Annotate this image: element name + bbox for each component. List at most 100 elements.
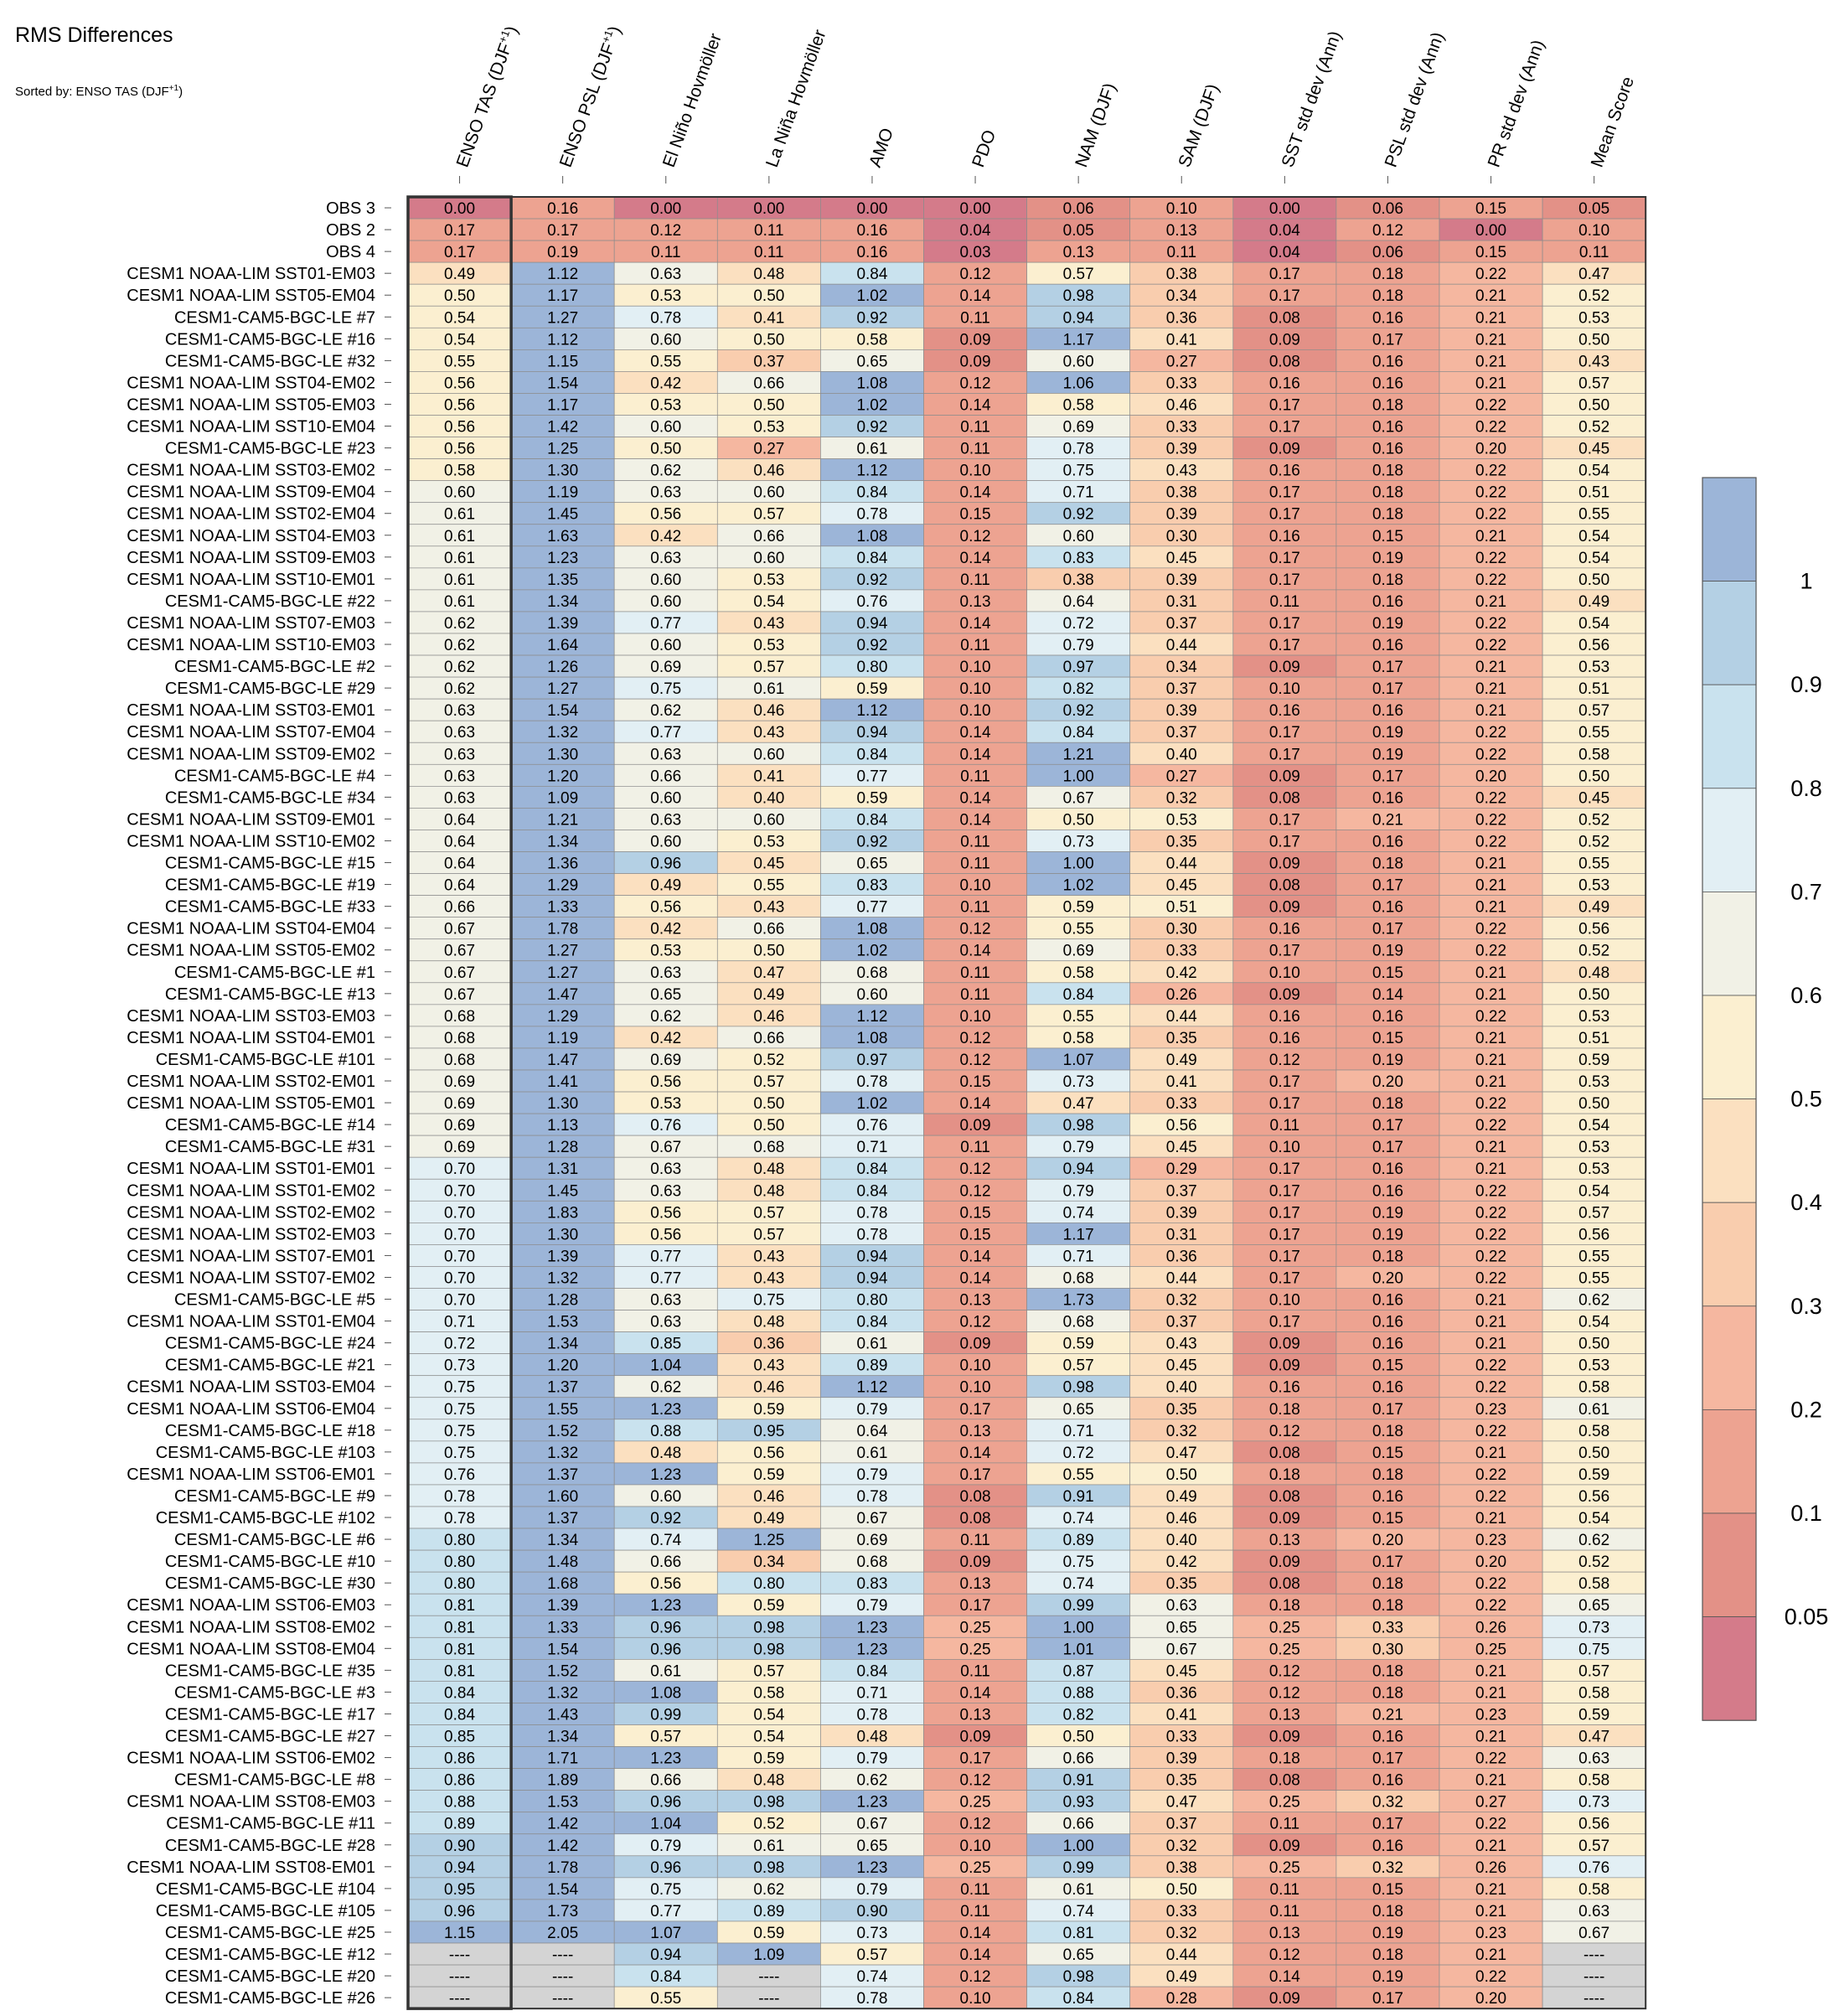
cell-value-label: 0.54 [444,331,475,349]
heatmap-cell [613,1484,718,1507]
heatmap-cell [1026,240,1131,263]
cell-value-label: 0.68 [856,1553,887,1571]
cell-value-label: 0.20 [1475,768,1506,785]
cell-value-label: 0.71 [444,1314,475,1331]
heatmap-cell [1129,1877,1234,1900]
cell-value-label: 0.16 [1269,1030,1300,1047]
cell-value-label: 0.18 [1269,1750,1300,1768]
cell-value-label: 0.18 [1372,856,1403,873]
heatmap-cell [1129,1549,1234,1573]
cell-value-label: 0.91 [1063,1772,1094,1790]
cell-value-label: 0.53 [1578,1160,1609,1178]
cell-value-label: 0.53 [650,396,681,414]
heatmap-cell [1026,1440,1131,1464]
heatmap-cell [1026,1397,1131,1420]
cell-value-label: 1.32 [547,1445,578,1462]
heatmap-cell [820,698,924,721]
cell-value-label: 0.22 [1475,1095,1506,1113]
heatmap-cell [820,480,924,504]
row-label: CESM1 NOAA-LIM SST05-EM04 [127,287,375,305]
cell-value-label: 0.94 [856,1269,887,1287]
cell-value-label: 0.08 [1269,1575,1300,1593]
heatmap-cell [820,1877,924,1900]
heatmap-cell [923,1986,1027,2009]
colorbar-tick-label: 0.1 [1790,1501,1822,1526]
heatmap-cell [510,1156,615,1180]
colorbar-tick-label: 0.9 [1790,672,1822,697]
cell-value-label: 0.77 [650,724,681,742]
cell-value-label: 0.11 [1270,1881,1300,1899]
heatmap-cell [1335,1506,1440,1529]
cell-value-label: 0.37 [753,353,784,370]
cell-value-label: 0.17 [1269,266,1300,283]
cell-value-label: 0.16 [1372,593,1403,611]
heatmap-cell [1439,1156,1543,1180]
heatmap-cell [923,1920,1027,1944]
heatmap-cell [613,1222,718,1245]
row-label: CESM1-CAM5-BGC-LE #23 [165,440,375,458]
heatmap-cell [613,1397,718,1420]
row-label: OBS 4 [326,243,375,261]
column-label: PR std dev (Ann) [1485,38,1548,170]
cell-value-label: 0.66 [753,1030,784,1047]
heatmap-cell [1232,633,1337,656]
cell-value-label: 0.75 [753,1292,784,1310]
cell-value-label: 0.68 [444,1030,475,1047]
heatmap-cell [923,218,1027,241]
heatmap-cell [820,938,924,962]
heatmap-cell [407,1964,512,1988]
cell-value-label: 0.54 [1578,550,1609,567]
cell-value-label: 0.14 [1269,1968,1300,1986]
cell-value-label: 0.12 [1269,1662,1300,1680]
cell-value-label: 1.34 [547,1532,578,1549]
cell-value-label: 0.92 [856,309,887,327]
cell-value-label: 0.21 [1475,287,1506,305]
heatmap-cell [1335,1920,1440,1944]
heatmap-cell [716,1310,821,1332]
cell-value-label: 0.63 [650,746,681,763]
heatmap-cell [1026,393,1131,416]
cell-value-label: 0.21 [1475,899,1506,917]
cell-value-label: 0.17 [1269,484,1300,502]
cell-value-label: 1.63 [547,528,578,545]
heatmap-cell [1542,917,1646,940]
cell-value-label: 0.52 [1578,833,1609,850]
cell-value-label: 1.34 [547,1336,578,1353]
row-label: CESM1 NOAA-LIM SST01-EM02 [127,1181,375,1200]
heatmap-cell [613,1004,718,1027]
cell-value-label: 0.66 [753,921,784,938]
heatmap-cell [1026,1506,1131,1529]
cell-value-label: 0.10 [1166,200,1197,218]
cell-value-label: 1.32 [547,724,578,742]
cell-value-label: 0.45 [1578,789,1609,807]
cell-value-label: 0.61 [856,441,887,458]
heatmap-cell [613,1440,718,1464]
heatmap-cell [613,1746,718,1769]
cell-value-label: 0.86 [444,1750,475,1768]
cell-value-label: 0.64 [856,1423,887,1440]
heatmap-cell [613,1593,718,1616]
cell-value-label: 0.50 [753,331,784,349]
heatmap-cell [716,1899,821,1922]
cell-value-label: 0.12 [960,1160,991,1178]
cell-value-label: 0.40 [1166,1532,1197,1549]
cell-value-label: 1.07 [650,1925,681,1942]
heatmap-cell [510,283,615,307]
cell-value-label: 0.79 [856,1466,887,1484]
cell-value-label: 0.61 [753,680,784,698]
heatmap-cell [923,1615,1027,1638]
cell-value-label: 0.17 [1269,1095,1300,1113]
heatmap-cell [1026,327,1131,350]
cell-value-label: 0.11 [1270,593,1300,611]
heatmap-cell [510,1615,615,1638]
heatmap-cell [1542,1812,1646,1835]
cell-value-label: 0.54 [1578,463,1609,480]
heatmap-cell [716,283,821,307]
heatmap-cell [1232,1964,1337,1988]
heatmap-cell [510,830,615,852]
cell-value-label: 1.34 [547,1729,578,1746]
heatmap-cell [613,1571,718,1595]
cell-value-label: 1.00 [1063,768,1094,785]
heatmap-cell [1232,1636,1337,1660]
heatmap-cell [1026,1244,1131,1267]
